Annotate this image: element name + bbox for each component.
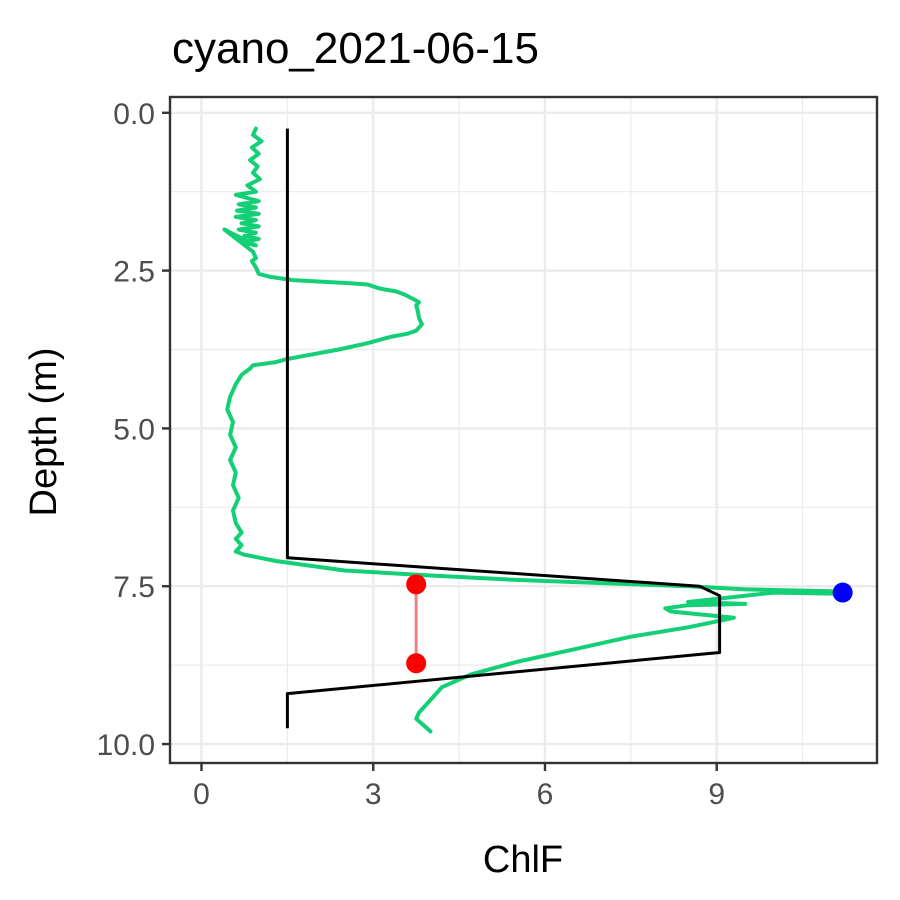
y-tick-label: 0.0 [113, 98, 155, 131]
x-tick-label: 0 [193, 778, 210, 811]
chart-title: cyano_2021-06-15 [172, 24, 539, 73]
fit-line [285, 128, 722, 729]
x-axis-title: ChlF [483, 839, 563, 881]
layer-bottom-point [406, 653, 427, 674]
series-layer [222, 126, 845, 734]
x-tick-label: 6 [537, 778, 554, 811]
y-tick-label: 7.5 [113, 571, 155, 604]
y-tick-label: 10.0 [97, 729, 155, 762]
y-tick-label: 2.5 [113, 256, 155, 289]
y-axis-title: Depth (m) [23, 348, 65, 517]
y-tick-label: 5.0 [113, 413, 155, 446]
x-tick-label: 9 [708, 778, 725, 811]
layer-top-point [406, 574, 427, 595]
marks-layer [406, 574, 853, 674]
chlf-profile-line [222, 126, 845, 734]
peak-point [832, 582, 853, 603]
x-tick-label: 3 [365, 778, 382, 811]
plot-area [170, 97, 877, 763]
panel-border [168, 95, 879, 765]
plot-background [170, 97, 877, 763]
axis-layer: 0 3 6 9 0.0 2.5 5.0 7.5 10.0 [97, 95, 879, 811]
